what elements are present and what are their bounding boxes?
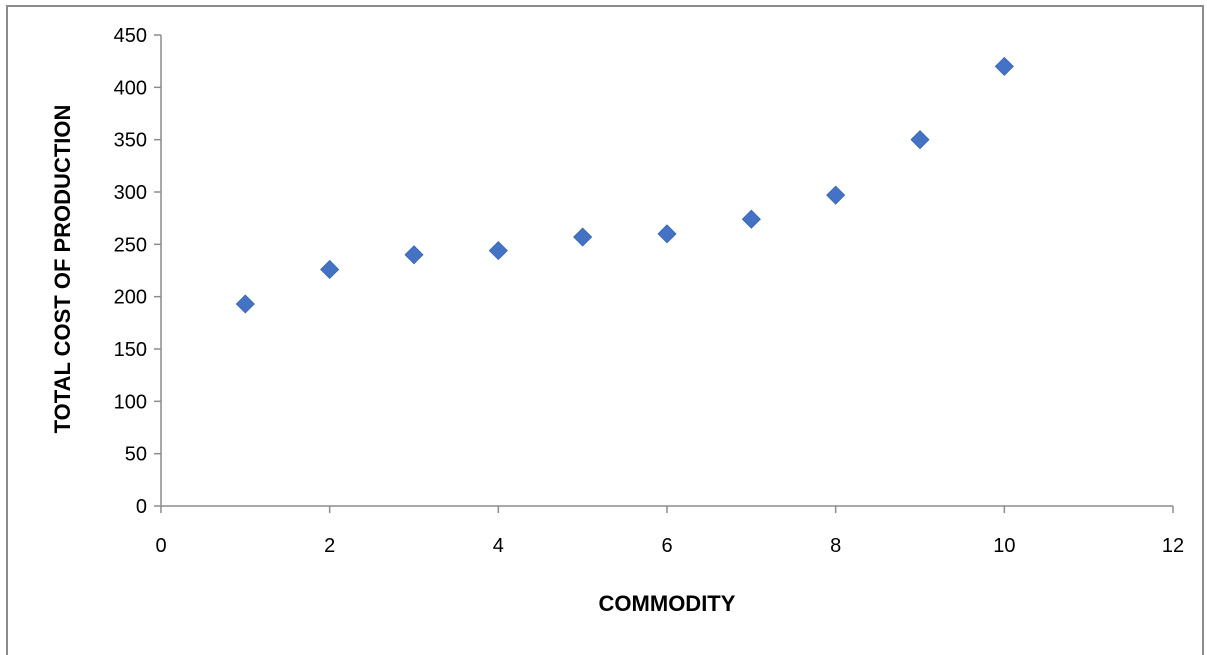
- y-tick-label: 50: [125, 444, 147, 466]
- data-point: [404, 245, 424, 265]
- y-tick-label: 350: [114, 130, 147, 152]
- data-point: [320, 259, 340, 280]
- x-tick-label: 6: [661, 535, 672, 557]
- y-tick-label: 100: [114, 391, 147, 413]
- data-point: [741, 209, 761, 229]
- y-tick-label: 400: [114, 77, 147, 99]
- x-tick-label: 2: [324, 535, 335, 557]
- x-tick-label: 8: [830, 535, 841, 557]
- y-tick-label: 200: [114, 287, 147, 309]
- y-tick-label: 300: [114, 182, 147, 204]
- data-points: [235, 56, 1014, 314]
- data-point: [826, 185, 846, 205]
- y-axis: 0 50 100 150 200 250 300 350 400 450: [114, 25, 162, 518]
- y-axis-title: TOTAL COST OF PRODUCTION: [50, 105, 75, 434]
- data-point: [994, 56, 1014, 76]
- data-point: [488, 241, 508, 261]
- y-tick-label: 150: [114, 339, 147, 361]
- x-tick-label: 12: [1162, 535, 1184, 557]
- x-axis-title: COMMODITY: [599, 591, 736, 616]
- chart-frame: [6, 5, 1204, 655]
- y-tick-label: 250: [114, 234, 147, 256]
- x-tick-label: 4: [493, 535, 504, 557]
- y-tick-label: 450: [114, 25, 147, 47]
- x-tick-label: 0: [155, 535, 166, 557]
- data-point: [910, 130, 930, 150]
- y-tick-label: 0: [136, 496, 147, 518]
- x-axis: 0 2 4 6 8 10 12: [155, 505, 1184, 557]
- data-point: [657, 224, 677, 244]
- data-point: [235, 294, 255, 314]
- data-point: [573, 227, 593, 247]
- x-tick-label: 10: [993, 535, 1015, 557]
